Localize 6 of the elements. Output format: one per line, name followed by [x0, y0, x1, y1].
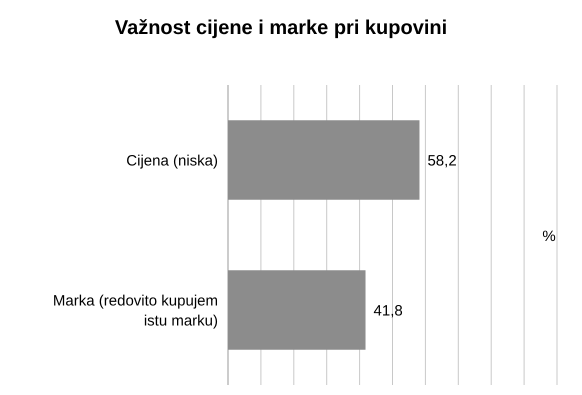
data-label: 58,2	[427, 152, 457, 170]
chart-title: Važnost cijene i marke pri kupovini	[114, 17, 448, 39]
x-axis-title: %	[542, 228, 556, 245]
y-tick-label: Cijena (niska)	[126, 152, 218, 170]
data-label: 41,8	[374, 302, 403, 320]
y-tick-label: Marka (redovito kupujem istu marku)	[52, 292, 218, 330]
